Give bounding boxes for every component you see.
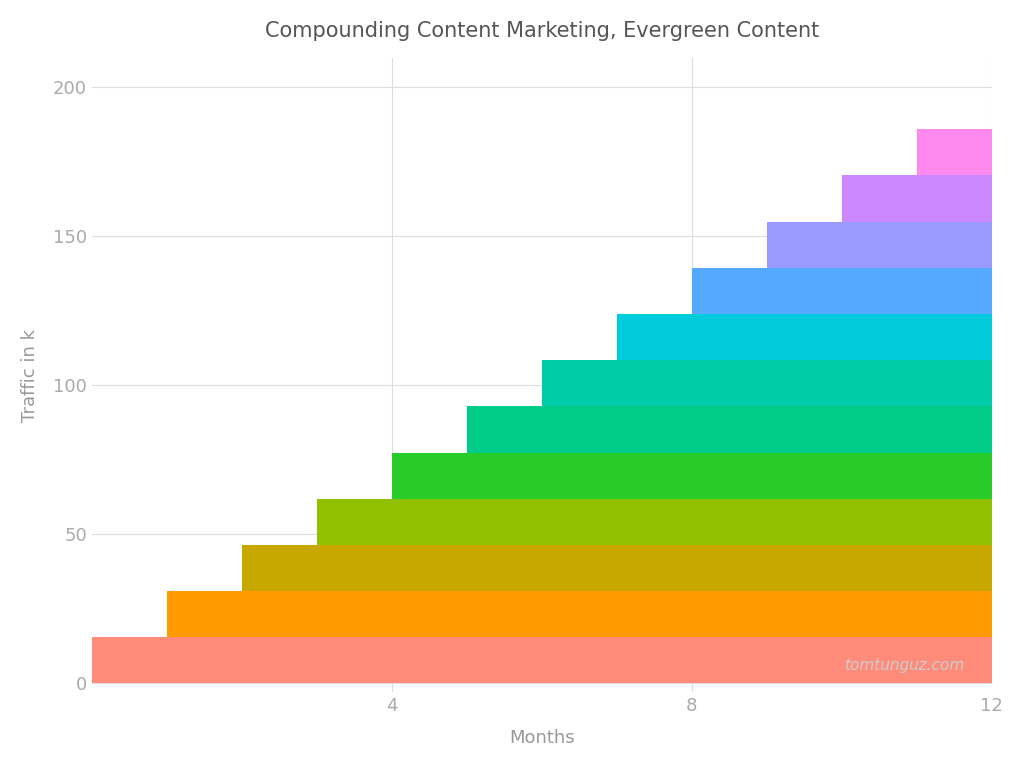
X-axis label: Months: Months	[509, 729, 574, 747]
Polygon shape	[767, 222, 991, 268]
Polygon shape	[842, 175, 991, 222]
Polygon shape	[392, 452, 991, 498]
Text: tomtunguz.com: tomtunguz.com	[845, 658, 965, 674]
Polygon shape	[316, 498, 991, 545]
Y-axis label: Traffic in k: Traffic in k	[20, 329, 39, 422]
Polygon shape	[167, 591, 991, 637]
Title: Compounding Content Marketing, Evergreen Content: Compounding Content Marketing, Evergreen…	[264, 21, 819, 41]
Polygon shape	[467, 406, 991, 452]
Polygon shape	[242, 545, 991, 591]
Polygon shape	[542, 360, 991, 406]
Polygon shape	[692, 268, 991, 314]
Polygon shape	[916, 129, 991, 175]
Polygon shape	[616, 314, 991, 360]
Polygon shape	[92, 637, 991, 684]
